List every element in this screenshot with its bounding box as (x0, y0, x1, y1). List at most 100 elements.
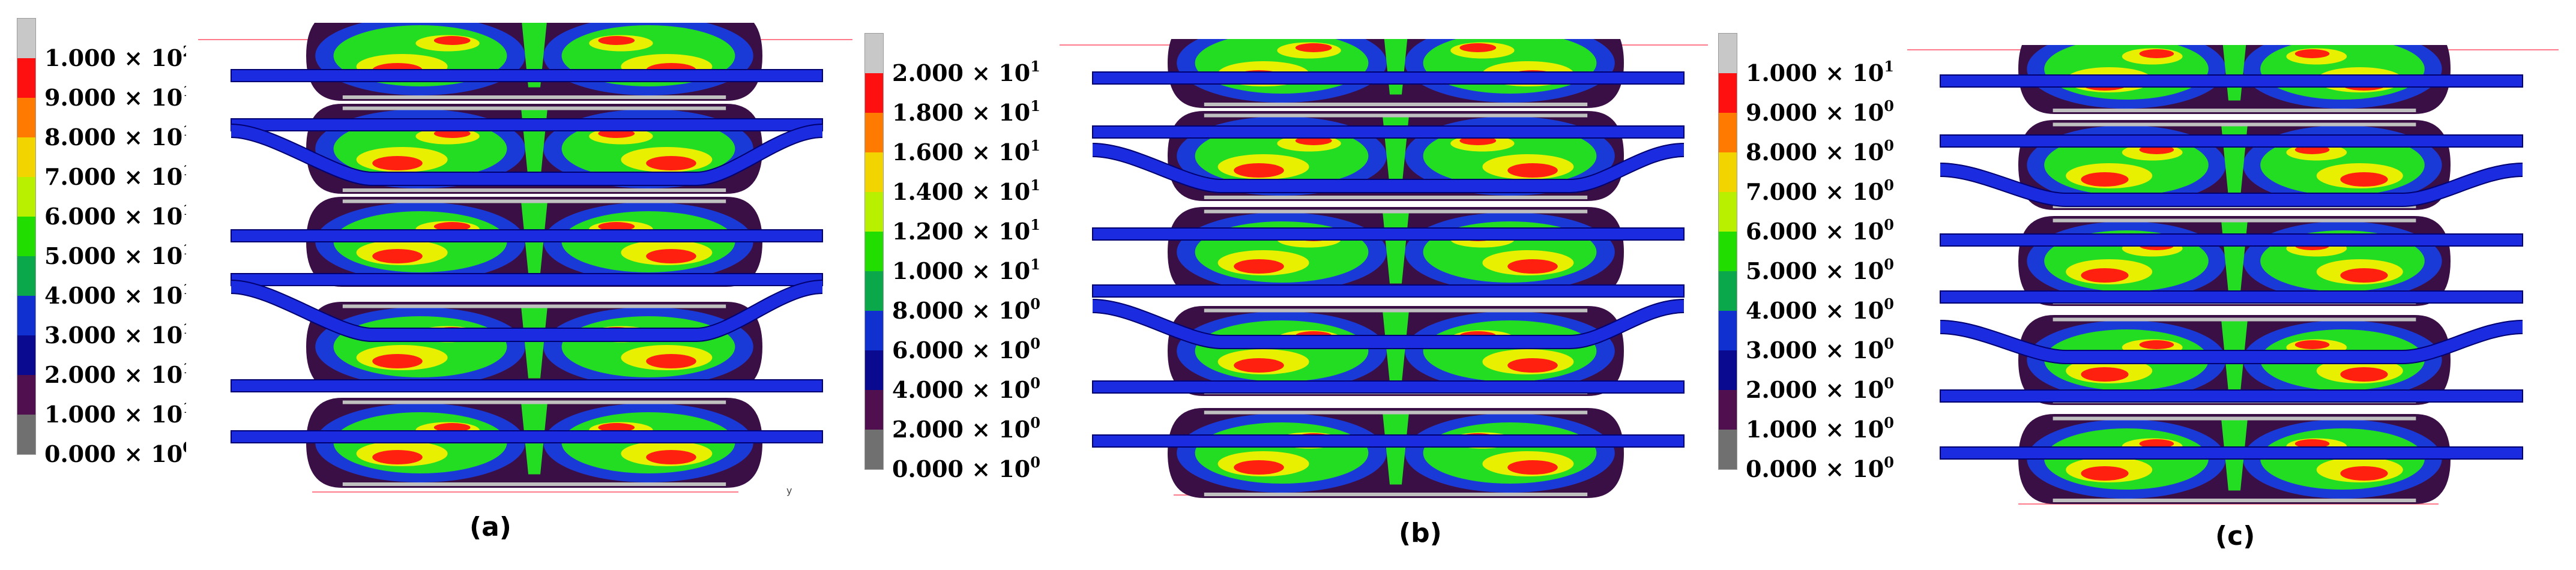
elastomer-layer (2018, 315, 2451, 405)
steel-plate (231, 118, 823, 131)
steel-plate (231, 69, 823, 82)
legend-tick-label: 7.000 × 100 (1746, 176, 1894, 205)
steel-plate (231, 273, 823, 286)
legend-swatch (17, 98, 35, 137)
stress-contour-red (2081, 466, 2129, 481)
legend-swatch (1719, 192, 1737, 232)
legend-swatch (17, 137, 35, 177)
elastomer-layer (306, 23, 762, 101)
bent-steel-plate (1940, 321, 2523, 363)
stress-contour-gray (342, 400, 726, 404)
legend-swatch (865, 232, 883, 271)
steel-plate (1092, 227, 1685, 241)
steel-plate (1940, 290, 2523, 304)
stress-contour-green (521, 306, 547, 379)
stress-contour-gray (1204, 113, 1588, 118)
stress-contour-red (1507, 460, 1558, 475)
stress-contour-red (2294, 340, 2330, 349)
stress-contour-red (2139, 340, 2174, 349)
legend-tick-label: 1.600 × 101 (892, 137, 1040, 166)
legend-tick-label: 1.000 × 101 (1746, 58, 1894, 86)
stress-contour-red (1295, 43, 1332, 52)
stress-contour-gray (2053, 317, 2416, 322)
steel-plate (1940, 74, 2523, 88)
steel-plate (1092, 71, 1685, 85)
stress-contour-red (1507, 358, 1558, 373)
legend-tick-label: 8.000 × 101 (44, 124, 193, 151)
stress-contour-red (2340, 466, 2388, 481)
legend-swatch (865, 311, 883, 350)
legend-tick-label: 0.000 × 100 (44, 440, 193, 467)
steel-plate (1940, 446, 2523, 460)
legend-tick-label: 1.800 × 101 (892, 97, 1040, 126)
elastomer-layer (306, 302, 762, 392)
legend-swatch (865, 192, 883, 232)
stress-contour-red (598, 36, 635, 45)
steel-plate (1092, 434, 1685, 448)
stress-contour-red (372, 156, 423, 170)
legend-swatch (865, 73, 883, 113)
elastomer-layer (1168, 207, 1624, 297)
legend-swatch (1719, 152, 1737, 192)
steel-plate (1092, 284, 1685, 298)
legend-tick-label: 8.000 × 100 (892, 295, 1040, 324)
legend-swatch (865, 430, 883, 469)
steel-plate (1940, 389, 2523, 403)
steel-plate (231, 430, 823, 443)
stress-contour-red (372, 249, 423, 263)
elastomer-layer (1168, 408, 1624, 498)
stress-contour-red (646, 450, 696, 464)
stress-contour-gray (2053, 218, 2416, 223)
stress-contour-red (2139, 49, 2174, 58)
stress-contour-gray (2053, 109, 2416, 112)
bent-steel-plate (1092, 300, 1685, 348)
legend-tick-label: 1.000 × 100 (1746, 414, 1894, 443)
stress-contour-red (433, 423, 471, 432)
stress-contour-red (646, 156, 696, 170)
stress-contour-red (372, 450, 423, 464)
stress-contour-red (2081, 268, 2129, 283)
stress-contour-green (1383, 412, 1409, 485)
legend-swatch (1719, 34, 1737, 73)
stress-contour-red (598, 222, 635, 231)
legend-tick-label: 2.000 × 101 (892, 58, 1040, 86)
steel-plate (1092, 125, 1685, 139)
legend-tick-label: 4.000 × 101 (44, 282, 193, 309)
legend-tick-label: 1.200 × 101 (892, 216, 1040, 245)
legend-tick-label: 4.000 × 100 (892, 374, 1040, 403)
legend-tick-label: 8.000 × 100 (1746, 137, 1894, 166)
legend-a: 1.000 × 102 9.000 × 101 8.000 × 101 7.000 ×… (17, 18, 215, 492)
stress-contour-red (598, 423, 635, 432)
legend-tick-label: 9.000 × 101 (44, 84, 193, 111)
legend-tick-label: 6.000 × 101 (44, 203, 193, 230)
caption-b: (b) (1399, 518, 1442, 548)
legend-swatch (865, 34, 883, 73)
stress-contour-red (2340, 367, 2388, 382)
stress-contour-red (1459, 43, 1497, 52)
stress-contour-red (646, 249, 696, 263)
stress-contour-red (646, 354, 696, 368)
legend-swatch (17, 415, 35, 454)
stress-contour-gray (1204, 196, 1588, 199)
legend-swatch (865, 390, 883, 430)
legend-swatch (17, 58, 35, 98)
stress-contour-gray (342, 482, 726, 486)
stress-contour-red (2139, 439, 2174, 448)
panel-a: y (186, 23, 882, 506)
legend-tick-label: 9.000 × 100 (1746, 97, 1894, 126)
caption-a: (a) (469, 512, 511, 542)
panel-b-contour (1060, 39, 1708, 498)
stress-contour-red (2081, 367, 2129, 382)
legend-swatch (1719, 430, 1737, 469)
stress-contour-red (1234, 358, 1284, 373)
panel-c-contour (1907, 45, 2559, 505)
stress-contour-gray (342, 188, 726, 192)
legend-swatch (1719, 113, 1737, 152)
legend-swatch (17, 256, 35, 296)
stress-contour-gray (1204, 410, 1588, 415)
legend-tick-label: 6.000 × 100 (1746, 216, 1894, 245)
legend-swatch (1719, 350, 1737, 390)
stress-contour-red (2294, 49, 2330, 58)
legend-tick-label: 3.000 × 101 (44, 322, 193, 349)
